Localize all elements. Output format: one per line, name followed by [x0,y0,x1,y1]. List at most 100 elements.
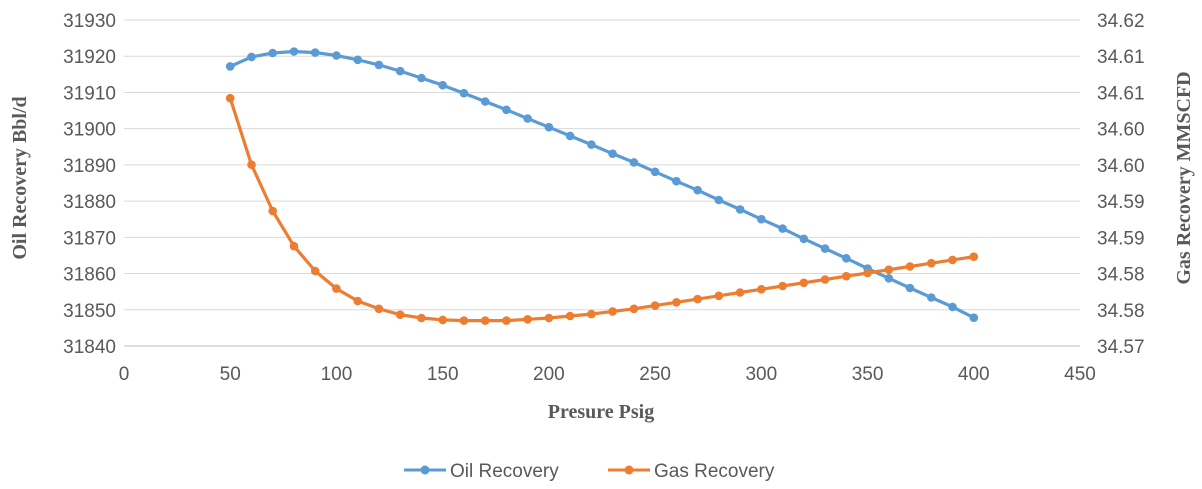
legend-marker-gas [624,465,634,475]
data-point-gas-recovery [863,268,872,278]
data-point-oil-recovery [225,62,235,71]
data-point-gas-recovery [480,316,490,325]
data-point-oil-recovery [629,158,639,167]
data-point-oil-recovery [289,47,299,56]
data-point-gas-recovery [735,288,745,297]
data-point-oil-recovery [332,51,341,60]
legend-label-oil: Oil Recovery [450,461,559,482]
data-point-gas-recovery [714,291,724,301]
data-point-gas-recovery [289,241,299,251]
data-point-gas-recovery [438,315,448,325]
data-point-gas-recovery [417,313,426,323]
left-axis-title: Oil Recovery Bbl/d [9,96,31,259]
y-tick-label: 31910 [63,83,116,104]
y2-tick-label: 34.60 [1097,120,1145,141]
data-point-gas-recovery [778,281,787,291]
data-point-oil-recovery [757,214,766,224]
y-tick-label: 31870 [63,228,116,249]
x-tick-label: 0 [119,364,130,385]
data-point-oil-recovery [735,205,745,214]
data-point-oil-recovery [395,66,405,76]
gridlines [124,19,1080,311]
legend-item-gas-recovery[interactable]: Gas Recovery [608,461,775,482]
data-point-gas-recovery [395,310,405,320]
data-point-gas-recovery [459,316,469,325]
x-tick-label: 300 [745,364,777,385]
y-tick-label: 31890 [63,156,116,177]
y2-tick-label: 34.57 [1097,337,1145,358]
data-point-oil-recovery [438,80,448,90]
legend-item-oil-recovery[interactable]: Oil Recovery [404,461,559,482]
data-point-gas-recovery [757,285,766,294]
data-point-oil-recovery [672,176,681,186]
data-point-gas-recovery [820,275,830,284]
y-tick-label: 31840 [63,337,116,358]
data-point-gas-recovery [884,265,894,275]
x-tick-label: 150 [427,364,459,385]
legend: Oil Recovery Gas Recovery [404,461,775,482]
data-point-gas-recovery [650,301,660,310]
data-point-oil-recovery [544,122,554,132]
data-point-gas-recovery [608,307,617,316]
data-point-oil-recovery [608,149,617,158]
series-line-oil-recovery [229,49,975,320]
data-point-oil-recovery [714,195,724,205]
data-point-oil-recovery [693,185,702,195]
y2-tick-label: 34.60 [1097,156,1145,177]
data-point-gas-recovery [672,298,681,307]
data-point-oil-recovery [927,293,936,302]
y2-tick-label: 34.61 [1097,47,1145,68]
series-group [225,47,979,325]
data-point-oil-recovery [650,167,660,177]
data-point-gas-recovery [523,315,532,324]
x-tick-label: 450 [1064,364,1096,385]
data-point-gas-recovery [247,160,256,169]
data-point-gas-recovery [799,278,809,288]
x-tick-label: 250 [639,364,671,385]
y-tick-label: 31930 [63,11,116,32]
data-point-oil-recovery [905,283,915,293]
data-point-oil-recovery [820,244,830,253]
data-point-gas-recovery [565,311,575,321]
y2-tick-label: 34.59 [1097,228,1145,249]
legend-marker-oil [420,465,430,475]
data-point-oil-recovery [969,313,979,323]
data-point-oil-recovery [587,140,596,149]
data-point-gas-recovery [969,252,979,261]
data-point-gas-recovery [268,206,278,216]
data-point-oil-recovery [480,97,490,106]
data-point-oil-recovery [374,60,384,70]
left-axis-ticks: 31840 31850 31860 31870 31880 31890 31900 31910… [63,11,116,358]
data-point-oil-recovery [268,48,278,58]
y2-tick-label: 34.62 [1097,11,1145,32]
y2-tick-label: 34.58 [1097,265,1145,286]
data-point-gas-recovery [948,255,957,265]
data-point-gas-recovery [927,258,936,268]
data-point-oil-recovery [459,88,469,98]
legend-label-gas: Gas Recovery [654,461,775,482]
y-tick-label: 31850 [63,301,116,322]
data-point-gas-recovery [693,294,702,304]
data-point-gas-recovery [225,93,235,103]
data-point-gas-recovery [310,266,320,276]
data-point-gas-recovery [502,316,511,325]
data-point-gas-recovery [842,271,851,281]
y-tick-label: 31900 [63,120,116,141]
x-tick-label: 200 [533,364,565,385]
data-point-gas-recovery [587,309,596,319]
y2-tick-label: 34.59 [1097,192,1145,213]
right-axis-title: Gas Recovery MMSCFD [1173,71,1195,284]
data-point-oil-recovery [502,105,511,115]
data-point-gas-recovery [353,296,363,306]
y-tick-label: 31920 [63,47,116,68]
x-tick-label: 350 [852,364,884,385]
y2-tick-label: 34.61 [1097,83,1145,104]
data-point-oil-recovery [310,48,320,57]
x-tick-label: 100 [321,364,353,385]
y2-tick-label: 34.58 [1097,301,1145,322]
data-point-oil-recovery [247,52,256,62]
x-tick-label: 400 [958,364,990,385]
data-point-oil-recovery [884,274,894,283]
x-tick-label: 50 [220,364,241,385]
data-point-gas-recovery [544,313,554,323]
